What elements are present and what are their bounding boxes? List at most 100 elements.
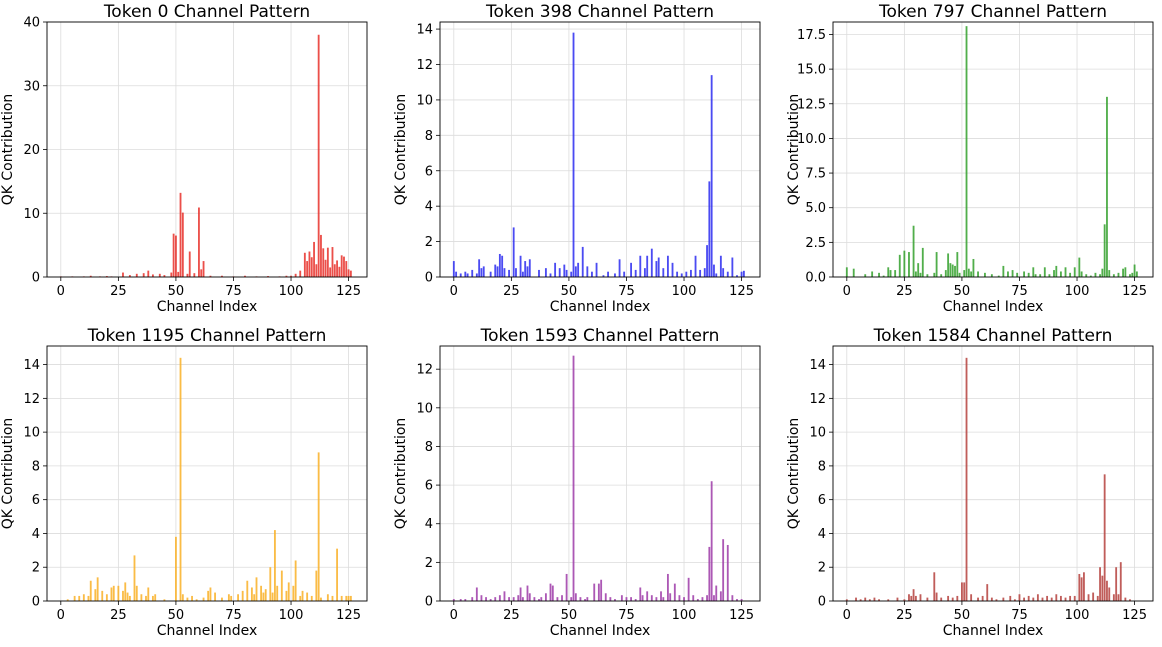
bar <box>618 259 621 277</box>
bar <box>315 264 318 277</box>
bar <box>1059 271 1062 277</box>
bar <box>524 261 527 277</box>
bar <box>227 594 230 601</box>
bar <box>574 593 577 601</box>
chart-title: Token 1195 Channel Pattern <box>87 326 327 346</box>
bar <box>1119 562 1122 601</box>
bar <box>482 266 485 278</box>
bar <box>549 273 552 277</box>
bar <box>620 595 623 601</box>
bar <box>646 255 649 277</box>
bar <box>1034 274 1037 277</box>
y-tick-label: 12 <box>416 58 433 73</box>
y-tick-label: 12 <box>809 392 826 407</box>
chart-panel-0: 0 25 50 75 100 125 0 10 20 30 40 Token 0 Channel Pa… <box>0 2 368 315</box>
x-tick-label: 0 <box>57 284 65 299</box>
bar <box>494 264 497 277</box>
bar <box>1124 597 1127 601</box>
x-tick-label: 50 <box>168 608 185 623</box>
bar <box>498 595 501 601</box>
bar <box>480 595 483 601</box>
bar <box>940 597 943 601</box>
y-tick-label: 10 <box>416 93 433 108</box>
bar <box>722 539 725 601</box>
bar <box>1055 594 1058 601</box>
bar <box>1039 274 1042 277</box>
bar <box>112 585 115 601</box>
bar <box>639 587 642 601</box>
bar <box>1018 594 1021 601</box>
y-tick-label: 6 <box>818 493 826 508</box>
x-axis-label: Channel Index <box>157 299 257 315</box>
x-tick-label: 125 <box>336 608 361 623</box>
plot-frame <box>439 345 761 602</box>
bar <box>868 599 871 601</box>
bar <box>921 247 924 277</box>
x-tick-label: 125 <box>1122 608 1147 623</box>
bar <box>154 594 157 601</box>
x-tick-label: 0 <box>57 608 65 623</box>
bar <box>678 595 681 601</box>
bar <box>666 573 669 601</box>
y-tick-label: 10.0 <box>797 132 826 147</box>
bar <box>452 261 455 277</box>
bar <box>294 560 297 601</box>
bar <box>878 599 880 601</box>
x-tick-label: 100 <box>672 608 697 623</box>
bar <box>101 590 104 601</box>
bar <box>609 597 612 601</box>
bar <box>310 595 313 601</box>
plot-frame <box>439 21 761 278</box>
x-tick-label: 100 <box>672 284 697 299</box>
y-tick-label: 4 <box>425 517 433 532</box>
bar <box>142 273 145 277</box>
bar <box>917 263 920 277</box>
bar <box>73 595 76 601</box>
bar <box>680 273 683 277</box>
chart-panel-3: 0 25 50 75 100 125 0 2 4 6 8 10 12 14 Token 1195 Chann… <box>0 326 368 639</box>
bar <box>597 583 600 601</box>
bar <box>726 544 729 601</box>
bar <box>1027 272 1030 277</box>
bar <box>345 261 348 277</box>
bar <box>634 599 637 601</box>
bar <box>954 265 956 277</box>
bar <box>699 269 702 277</box>
bar <box>864 597 867 601</box>
bar <box>940 274 943 277</box>
bar <box>662 268 665 277</box>
bar <box>175 536 177 601</box>
bar <box>1112 594 1115 601</box>
bar <box>956 595 959 601</box>
bar <box>310 257 313 277</box>
bar <box>614 273 616 277</box>
bar <box>326 594 329 601</box>
bar <box>715 585 718 601</box>
bar <box>1053 270 1055 277</box>
bar <box>475 273 478 277</box>
bar <box>935 592 938 601</box>
bar <box>951 264 954 277</box>
y-tick-label: 7.5 <box>805 167 826 182</box>
bar <box>910 595 913 601</box>
y-axis-label: QK Contribution <box>0 418 16 530</box>
chart-panel-2: 0 25 50 75 100 125 0.0 2.5 5.0 7.5 10.0 12.5 15.0 17.… <box>786 2 1154 315</box>
y-axis-label: QK Contribution <box>393 94 409 206</box>
bar <box>671 262 674 277</box>
y-tick-label: 8 <box>425 129 433 144</box>
bar <box>873 597 876 601</box>
bar <box>471 597 474 601</box>
y-tick-label: 4 <box>425 200 433 215</box>
bar <box>1046 595 1049 601</box>
plot-frame <box>832 345 1154 602</box>
bar <box>1108 270 1111 277</box>
bar <box>538 599 540 601</box>
bar <box>719 591 722 601</box>
y-tick-label: 8 <box>818 459 826 474</box>
bar <box>526 585 529 601</box>
x-tick-label: 25 <box>110 284 127 299</box>
bar <box>78 595 81 601</box>
bar <box>1129 274 1131 277</box>
bar <box>556 597 559 601</box>
bar <box>1002 597 1005 601</box>
